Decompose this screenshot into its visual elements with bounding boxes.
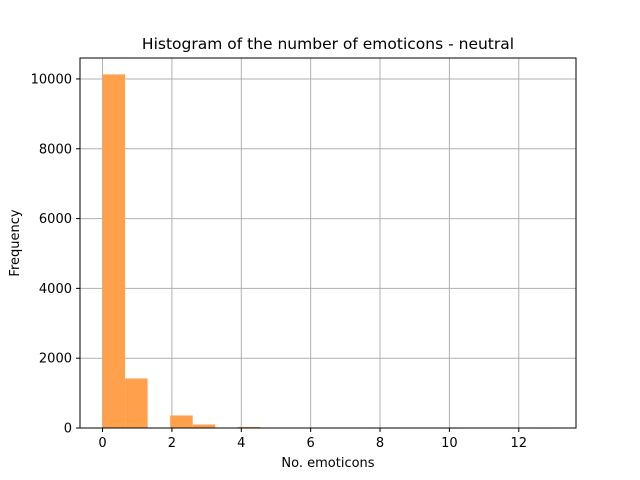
- y-tick-label: 0: [64, 422, 72, 437]
- y-tick-label: 8000: [39, 142, 72, 157]
- histogram-bar: [102, 74, 126, 428]
- chart-title: Histogram of the number of emoticons - n…: [142, 35, 514, 53]
- histogram-bar: [192, 424, 216, 428]
- x-tick-label: 12: [510, 436, 527, 451]
- x-tick-label: 0: [98, 436, 106, 451]
- axes-frame: [79, 57, 577, 429]
- histogram-bar: [170, 415, 193, 428]
- x-tick-label: 6: [307, 436, 315, 451]
- grid-lines: [80, 58, 576, 429]
- y-tick-label: 4000: [39, 282, 72, 297]
- x-axis-label: No. emoticons: [281, 456, 374, 471]
- y-axis-label: Frequency: [8, 209, 23, 276]
- y-tick-label: 10000: [31, 72, 72, 87]
- y-tick-label: 2000: [39, 352, 72, 367]
- y-tick-label: 6000: [39, 212, 72, 227]
- axis-ticks: 0 2 4 6 8 10 12 0 2000 4000 6000 8000 10000: [31, 72, 527, 451]
- x-tick-label: 8: [376, 436, 384, 451]
- histogram-bar: [125, 378, 148, 428]
- x-tick-label: 10: [441, 436, 458, 451]
- histogram-bar: [237, 426, 261, 428]
- histogram-bars: [102, 74, 554, 429]
- x-tick-label: 2: [168, 436, 176, 451]
- x-tick-label: 4: [237, 436, 245, 451]
